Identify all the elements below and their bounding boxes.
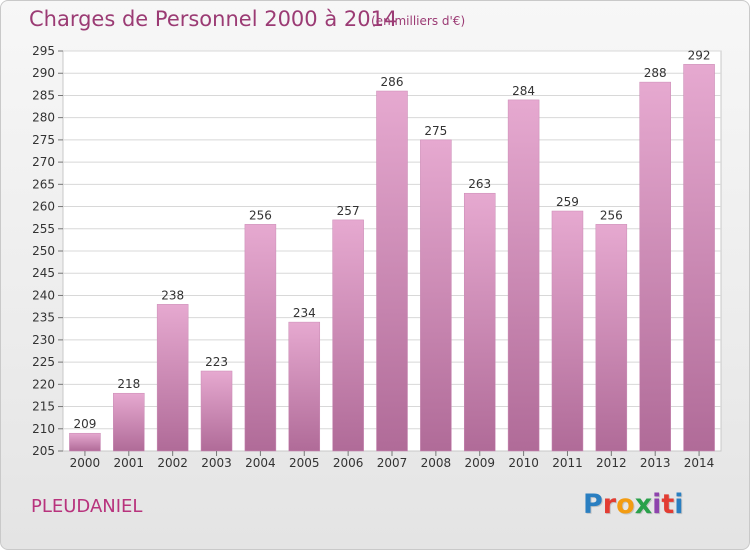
bar-2013 — [639, 81, 671, 452]
data-label: 234 — [293, 306, 316, 320]
x-tick-label: 2014 — [684, 456, 715, 470]
bar-2003 — [200, 370, 233, 452]
chart-subtitle: (en milliers d'€) — [371, 14, 466, 28]
y-tick-label: 265 — [32, 177, 55, 191]
bar-2008 — [420, 139, 452, 452]
bar-2009 — [463, 192, 496, 452]
chart-title: Charges de Personnel 2000 à 2014 — [29, 7, 398, 31]
data-label: 284 — [512, 84, 535, 98]
x-tick-label: 2007 — [377, 456, 408, 470]
bar-2000 — [69, 432, 101, 452]
x-tick-label: 2003 — [201, 456, 232, 470]
bar-2004 — [244, 224, 277, 452]
x-tick-label: 2006 — [333, 456, 364, 470]
y-tick-label: 225 — [32, 355, 55, 369]
y-tick-label: 290 — [32, 66, 55, 80]
y-tick-label: 235 — [32, 311, 55, 325]
y-tick-label: 230 — [32, 333, 55, 347]
x-tick-label: 2005 — [289, 456, 320, 470]
x-tick-label: 2001 — [114, 456, 145, 470]
bar-2001 — [113, 392, 145, 452]
logo-letter: r — [602, 489, 617, 520]
bar-2005 — [288, 321, 321, 452]
y-tick-label: 205 — [32, 444, 55, 458]
x-tick-label: 2012 — [596, 456, 627, 470]
x-tick-label: 2010 — [508, 456, 539, 470]
x-tick-label: 2009 — [464, 456, 495, 470]
data-label: 256 — [600, 208, 623, 222]
x-axis: 2000 2001 2002 2003 2004 2005 2006 2007 2008 2009… — [70, 451, 715, 470]
y-tick-label: 270 — [32, 155, 55, 169]
y-tick-label: 215 — [32, 400, 55, 414]
proxiti-logo: Proxiti — [583, 489, 684, 520]
logo-letter: o — [616, 489, 635, 520]
logo-letter: i — [674, 489, 684, 520]
y-tick-label: 210 — [32, 422, 55, 436]
y-tick-label: 220 — [32, 377, 55, 391]
data-label: 256 — [249, 208, 272, 222]
data-label: 259 — [556, 195, 579, 209]
y-axis: 205 210 215 220 225 230 235 240 245 250 255 260 265 2… — [32, 44, 63, 458]
x-tick-label: 2002 — [157, 456, 188, 470]
data-label: 209 — [73, 417, 96, 431]
x-tick-label: 2011 — [552, 456, 583, 470]
y-tick-label: 295 — [32, 44, 55, 58]
y-tick-label: 255 — [32, 222, 55, 236]
data-label: 288 — [644, 66, 667, 80]
data-label: 223 — [205, 355, 228, 369]
y-tick-label: 285 — [32, 88, 55, 102]
data-label: 263 — [468, 177, 491, 191]
data-label: 257 — [337, 204, 360, 218]
data-label: 275 — [424, 124, 447, 138]
y-tick-label: 260 — [32, 200, 55, 214]
x-tick-label: 2013 — [640, 456, 671, 470]
data-label: 218 — [117, 377, 140, 391]
bar-2012 — [595, 224, 628, 452]
x-tick-label: 2004 — [245, 456, 276, 470]
data-label: 286 — [381, 75, 404, 89]
bar-2010 — [507, 99, 540, 452]
commune-name: PLEUDANIEL — [31, 496, 143, 517]
data-label: 238 — [161, 288, 184, 302]
bar-2002 — [156, 304, 189, 452]
y-tick-label: 275 — [32, 133, 55, 147]
y-tick-label: 240 — [32, 288, 55, 302]
bar-2011 — [551, 210, 584, 452]
bars — [69, 64, 715, 452]
x-tick-label: 2008 — [421, 456, 452, 470]
logo-letter: t — [661, 489, 675, 520]
logo-letter: x — [634, 489, 653, 520]
data-labels: 209 218 238 223 256 234 257 286 275 263 284 259 256 2… — [73, 48, 710, 431]
logo-letter: i — [652, 489, 662, 520]
bar-2007 — [376, 90, 408, 452]
bar-2014 — [683, 64, 715, 452]
logo-letter: P — [583, 489, 603, 520]
x-tick-label: 2000 — [70, 456, 101, 470]
data-label: 292 — [688, 48, 711, 62]
y-tick-label: 245 — [32, 266, 55, 280]
y-tick-label: 250 — [32, 244, 55, 258]
y-tick-label: 280 — [32, 111, 55, 125]
bar-2006 — [332, 219, 364, 452]
